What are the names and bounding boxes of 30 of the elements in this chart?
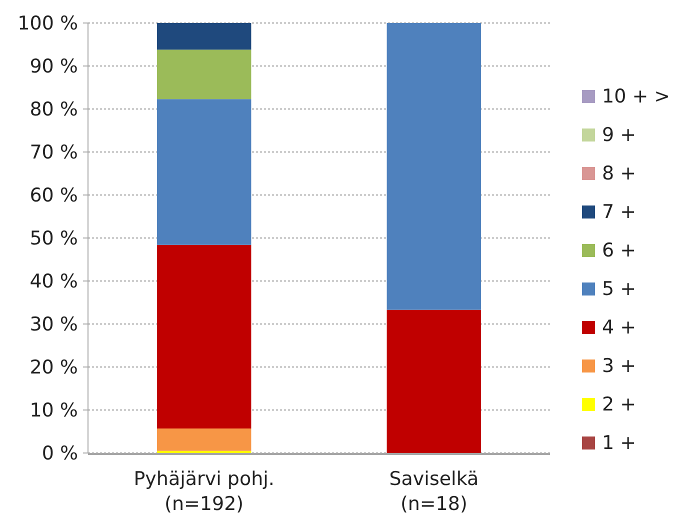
- legend-label: 4 +: [602, 316, 636, 339]
- legend-label: 6 +: [602, 240, 636, 262]
- legend-label: 8 +: [602, 162, 636, 185]
- legend-label: 5 +: [602, 278, 636, 300]
- bar: [156, 244, 252, 428]
- y-tick-label: 0 %: [42, 442, 78, 465]
- y-tick-label: 30 %: [30, 314, 78, 336]
- legend-label: 1 +: [602, 432, 636, 454]
- y-tick-label: 20 %: [30, 356, 78, 379]
- y-tick-label: 50 %: [30, 228, 78, 250]
- bar: [386, 23, 482, 310]
- y-tick-label: 70 %: [30, 142, 78, 164]
- y-tick-label: 90 %: [30, 56, 78, 78]
- bar: [156, 50, 252, 100]
- y-tick-label: 60 %: [30, 184, 78, 207]
- legend-label: 2 +: [602, 394, 636, 416]
- legend-label: 3 +: [602, 355, 636, 378]
- y-tick-label: 10 %: [30, 400, 78, 422]
- legend-label: 9 +: [602, 124, 636, 146]
- y-tick-label: 40 %: [30, 270, 78, 293]
- legend-label: 10 + >: [602, 86, 670, 108]
- legend-label: 7 +: [602, 201, 636, 224]
- bar: [156, 428, 252, 451]
- y-tick-label: 80 %: [30, 98, 78, 121]
- y-tick-label: 100 %: [18, 12, 78, 35]
- bar: [156, 99, 252, 245]
- bar: [386, 310, 482, 453]
- bar: [156, 23, 252, 50]
- x-tick-label: Pyhäjärvi pohj. (n=192): [134, 468, 274, 515]
- x-tick-label: Saviselkä (n=18): [389, 468, 479, 515]
